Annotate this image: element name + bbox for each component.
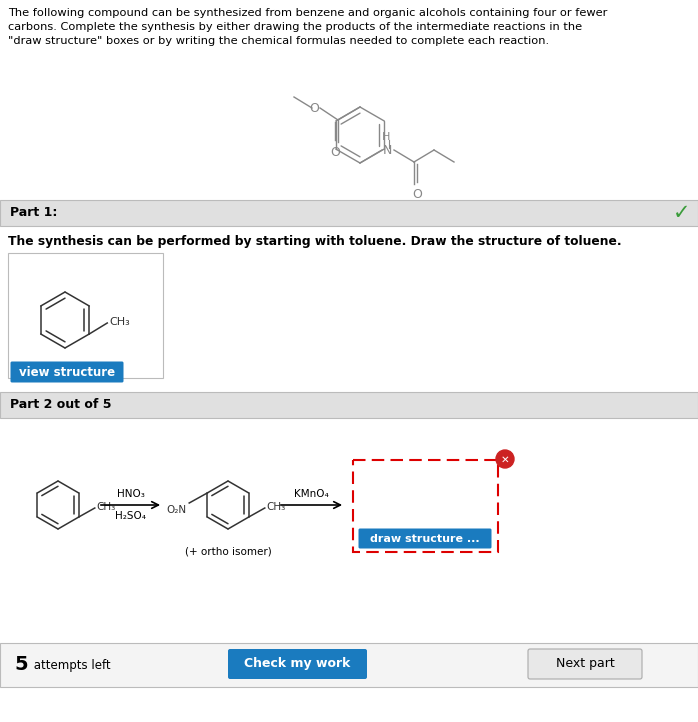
Text: view structure: view structure xyxy=(19,365,115,378)
FancyBboxPatch shape xyxy=(528,649,642,679)
Text: draw structure ...: draw structure ... xyxy=(370,534,480,544)
Text: O: O xyxy=(412,188,422,201)
Text: O: O xyxy=(309,102,319,115)
Text: Check my work: Check my work xyxy=(244,658,350,671)
Text: ✕: ✕ xyxy=(500,455,510,464)
Text: CH₃: CH₃ xyxy=(110,317,130,327)
Bar xyxy=(353,460,498,552)
Text: O: O xyxy=(330,146,340,159)
Bar xyxy=(0,392,698,418)
Text: O₂N: O₂N xyxy=(166,505,186,515)
Text: carbons. Complete the synthesis by either drawing the products of the intermedia: carbons. Complete the synthesis by eithe… xyxy=(8,22,582,32)
Text: (+ ortho isomer): (+ ortho isomer) xyxy=(185,547,272,557)
Bar xyxy=(0,200,698,226)
Text: KMnO₄: KMnO₄ xyxy=(294,489,329,499)
Text: attempts left: attempts left xyxy=(30,658,110,671)
Text: The synthesis can be performed by starting with toluene. Draw the structure of t: The synthesis can be performed by starti… xyxy=(8,235,622,248)
FancyBboxPatch shape xyxy=(10,362,124,383)
Bar xyxy=(0,643,698,687)
Text: "draw structure" boxes or by writing the chemical formulas needed to complete ea: "draw structure" boxes or by writing the… xyxy=(8,36,549,46)
Circle shape xyxy=(496,450,514,468)
Text: ✓: ✓ xyxy=(674,203,691,223)
Text: 5: 5 xyxy=(14,656,28,674)
Text: The following compound can be synthesized from benzene and organic alcohols cont: The following compound can be synthesize… xyxy=(8,8,607,18)
FancyBboxPatch shape xyxy=(359,529,491,549)
Text: H₂SO₄: H₂SO₄ xyxy=(115,511,146,521)
Text: N: N xyxy=(383,144,392,157)
Text: CH₃: CH₃ xyxy=(97,502,116,512)
Text: CH₃: CH₃ xyxy=(267,502,286,512)
Text: HNO₃: HNO₃ xyxy=(117,489,144,499)
Text: H: H xyxy=(382,132,390,142)
Bar xyxy=(8,253,163,378)
FancyBboxPatch shape xyxy=(228,649,367,679)
Text: Next part: Next part xyxy=(556,658,614,671)
Text: Part 2 out of 5: Part 2 out of 5 xyxy=(10,399,112,412)
Text: Part 1:: Part 1: xyxy=(10,206,57,219)
